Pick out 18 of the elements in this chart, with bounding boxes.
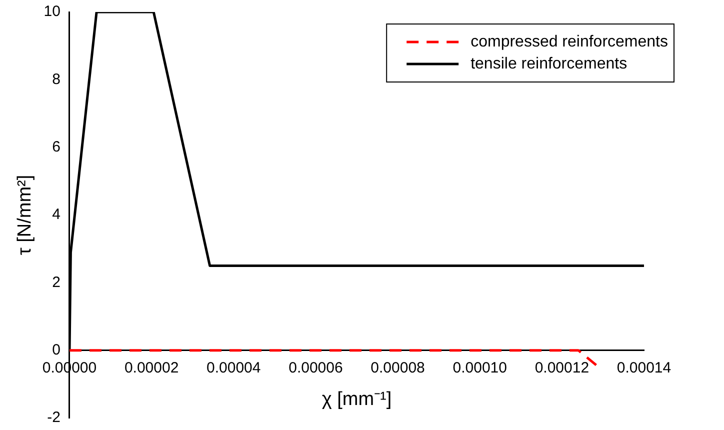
x-tick-label: 0.00006 xyxy=(288,359,343,376)
x-tick-label: 0.00014 xyxy=(616,359,672,376)
x-axis-title: χ [mm⁻¹] xyxy=(322,388,392,410)
y-axis-title: τ [N/mm²] xyxy=(14,174,36,256)
legend-label: compressed reinforcements xyxy=(470,33,668,50)
y-tick-label: 4 xyxy=(52,206,60,224)
y-tick-label: 0 xyxy=(52,341,60,358)
x-tick-label: 0.00004 xyxy=(206,359,261,376)
y-tick-label: 8 xyxy=(52,70,60,88)
x-tick-label: 0.00008 xyxy=(370,359,425,376)
legend-label: tensile reinforcements xyxy=(470,55,628,72)
x-tick-label: 0.00012 xyxy=(534,359,590,376)
y-tick-label: 2 xyxy=(52,274,60,291)
x-tick-label: 0.00010 xyxy=(452,359,507,376)
y-tick-label: -2 xyxy=(47,409,60,426)
y-tick-label: 6 xyxy=(52,138,60,156)
y-tick-label: 10 xyxy=(44,3,60,20)
x-tick-label: 0.00002 xyxy=(124,359,179,376)
